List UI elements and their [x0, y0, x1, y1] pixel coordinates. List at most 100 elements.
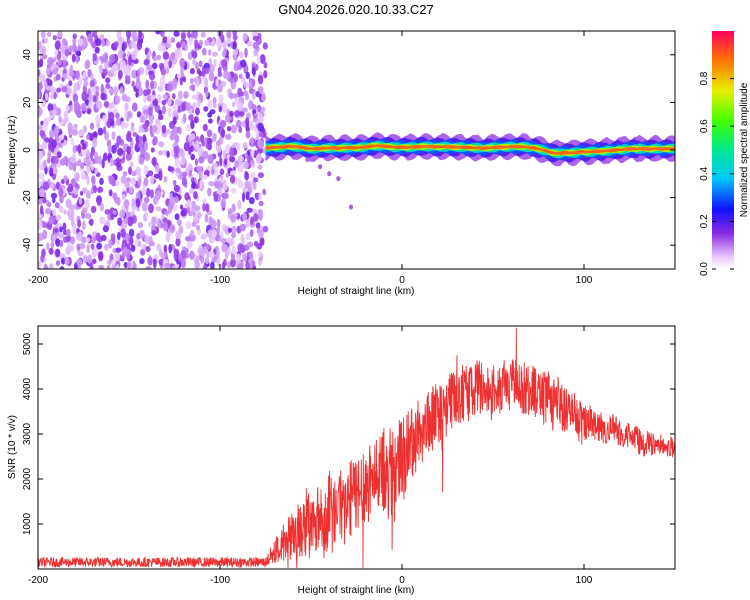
noise-blob [58, 233, 65, 239]
colorbar-tick-label: 0.6 [699, 119, 710, 133]
noise-blob [143, 94, 147, 103]
noise-blob [77, 219, 82, 228]
noise-blob [80, 162, 84, 170]
noise-blob [99, 64, 104, 74]
noise-blob [105, 219, 110, 227]
noise-blob [246, 155, 253, 162]
noise-blob [143, 165, 149, 175]
noise-blob [131, 50, 137, 61]
noise-blob [91, 247, 97, 258]
noise-blob [136, 75, 140, 84]
noise-blob [143, 109, 148, 115]
noise-blob [191, 94, 197, 100]
noise-blob [188, 114, 194, 121]
noise-blob [72, 93, 79, 103]
noise-blob [245, 131, 251, 139]
noise-blob [182, 113, 187, 123]
noise-blob [94, 167, 99, 175]
noise-blob [195, 225, 201, 231]
noise-blob [40, 45, 47, 55]
noise-blob [252, 92, 256, 100]
colorbar-tick-label: 0.2 [699, 214, 710, 228]
noise-blob [208, 118, 213, 124]
noise-blob [208, 58, 212, 66]
noise-blob [56, 151, 62, 159]
noise-blob [116, 196, 121, 206]
noise-blob [87, 109, 91, 115]
noise-blob [100, 234, 107, 242]
noise-blob [46, 242, 50, 251]
noise-blob [141, 244, 147, 250]
noise-blob [195, 107, 200, 116]
noise-blob [72, 145, 77, 154]
noise-blob [151, 216, 157, 226]
noise-blob [231, 245, 236, 255]
noise-blob [158, 171, 163, 181]
ridge-layer [265, 144, 675, 156]
noise-blob [68, 45, 74, 53]
noise-blob [50, 241, 55, 249]
snr-panel: -200 -100 0 100 1000 2000 3000 4000 5000 Height … [7, 325, 676, 596]
noise-blob [234, 110, 240, 118]
noise-blob [157, 85, 164, 92]
noise-blob [173, 184, 180, 193]
noise-blob [181, 102, 186, 112]
noise-blob [38, 151, 43, 160]
noise-blob [231, 231, 236, 239]
noise-blob [253, 49, 259, 57]
noise-blob [252, 260, 256, 267]
noise-blob [256, 55, 261, 65]
noise-blob [191, 180, 196, 189]
noise-blob [167, 204, 173, 214]
noise-blob [173, 251, 178, 261]
noise-blob [243, 254, 248, 262]
noise-blob [93, 185, 97, 194]
noise-blob [174, 50, 180, 59]
noise-blob [244, 182, 251, 189]
noise-blob [104, 243, 109, 251]
noise-blob [174, 147, 179, 158]
noise-blob [256, 227, 261, 234]
spectrogram-xtick-label: -100 [210, 275, 230, 286]
noise-blob [238, 91, 245, 97]
noise-blob [52, 234, 56, 242]
noise-blob [127, 216, 134, 227]
noise-blob [168, 243, 173, 254]
noise-blob [94, 46, 100, 54]
noise-blob [119, 60, 126, 70]
ridge-fragment [327, 171, 332, 177]
noise-blob [261, 92, 266, 102]
noise-blob [206, 129, 213, 138]
noise-blob [198, 156, 205, 164]
noise-blob [104, 68, 108, 76]
noise-blob [86, 175, 90, 185]
noise-blob [131, 69, 138, 79]
snr-axes: -200 -100 0 100 1000 2000 3000 4000 5000 [22, 326, 675, 586]
colorbar-label: Normalized spectral amplitude [739, 82, 750, 217]
noise-blob [91, 258, 97, 265]
noise-blob [197, 99, 201, 107]
noise-blob [101, 158, 105, 169]
noise-blob [73, 223, 77, 233]
noise-blob [110, 213, 115, 221]
noise-blob [57, 59, 62, 66]
noise-blob [179, 204, 184, 210]
noise-blob [218, 105, 222, 113]
noise-blob [61, 257, 66, 265]
spectrogram-xtick-label: 0 [399, 275, 405, 286]
noise-blob [73, 82, 79, 92]
noise-blob [156, 54, 162, 61]
noise-blob [124, 96, 131, 102]
noise-blob [80, 190, 84, 196]
noise-blob [147, 51, 153, 57]
noise-blob [178, 126, 182, 135]
noise-blob [96, 100, 103, 110]
noise-blob [143, 196, 150, 204]
noise-blob [257, 86, 264, 94]
noise-blob [82, 143, 87, 150]
noise-blob [78, 76, 83, 86]
noise-blob [47, 56, 54, 67]
noise-blob [229, 147, 234, 158]
noise-blob [126, 31, 132, 39]
noise-blob [255, 222, 261, 229]
